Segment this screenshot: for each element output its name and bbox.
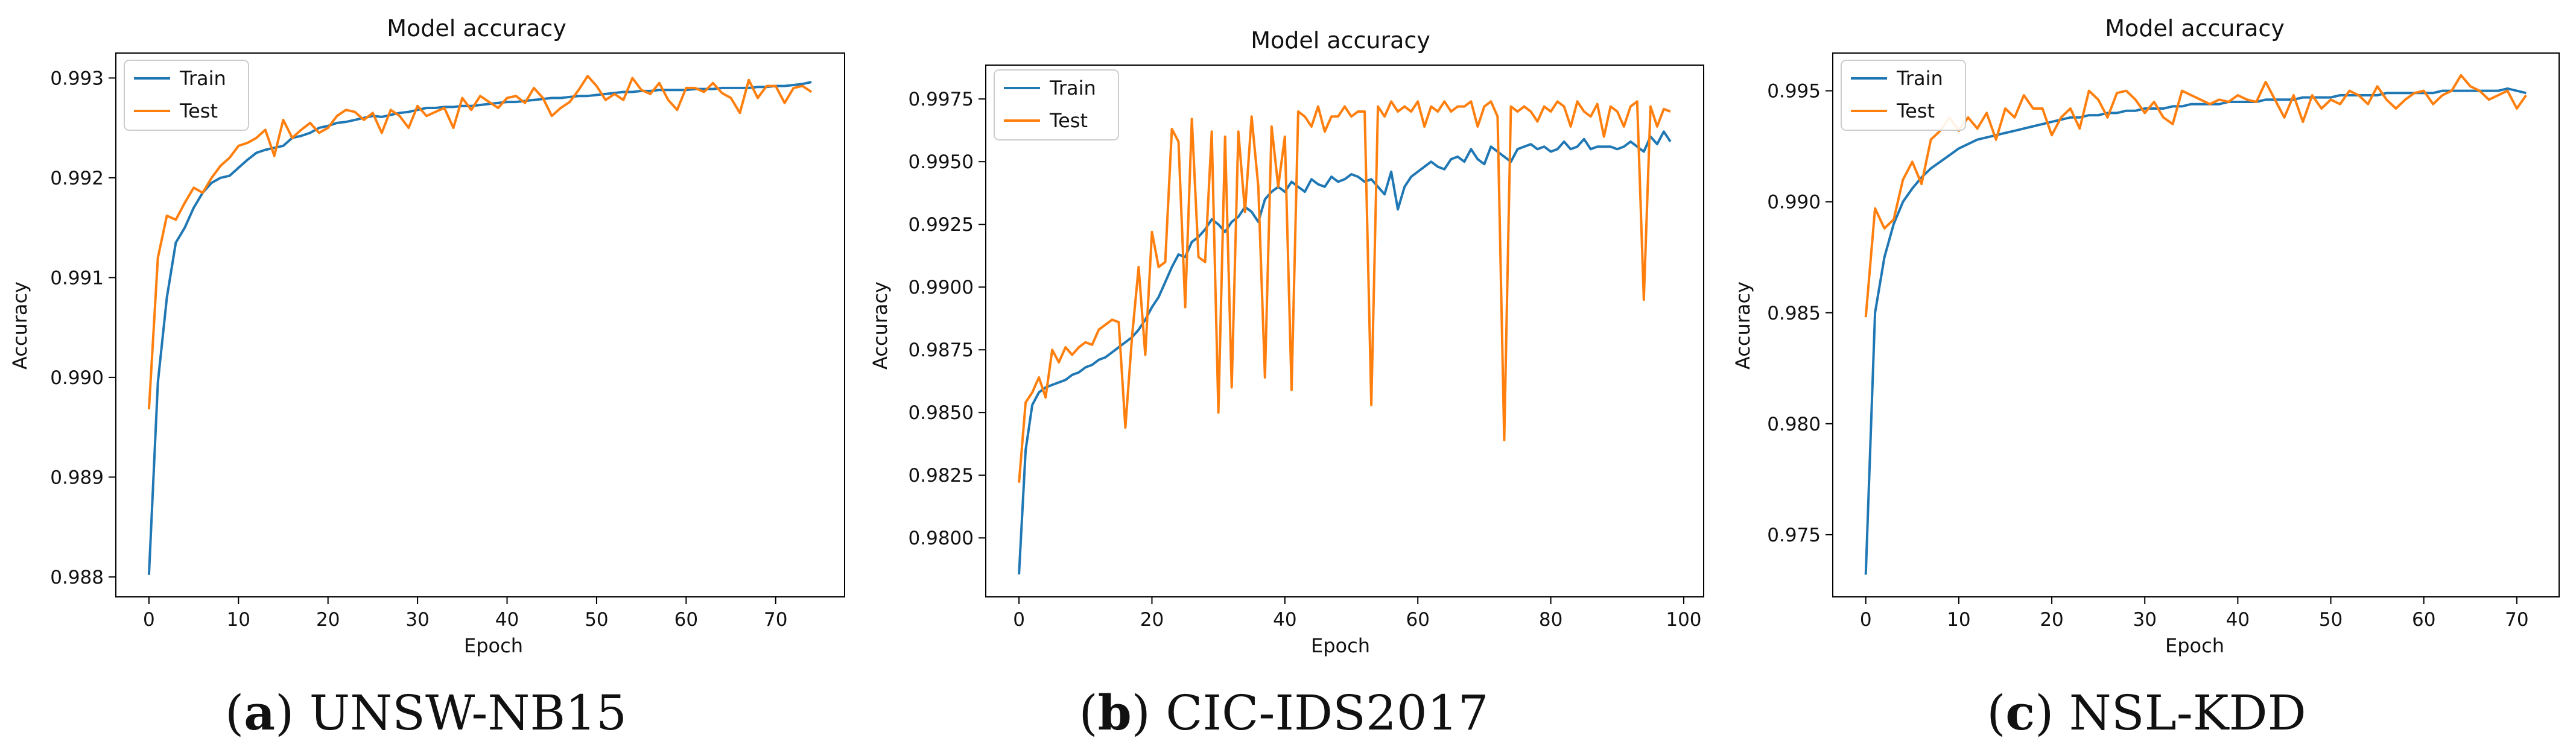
- plot-frame: [985, 65, 1704, 597]
- series-line-train: [147, 81, 812, 575]
- legend: Train Test: [124, 60, 249, 131]
- y-tick-label: 0.9875: [909, 339, 974, 361]
- legend: Train Test: [994, 69, 1119, 140]
- y-ticks: 0.975 0.980 0.985 0.990 0.995: [1767, 81, 1833, 546]
- x-tick-label: 60: [2412, 609, 2435, 631]
- chart-title: Model accuracy: [1251, 27, 1430, 54]
- legend-test-label: Test: [179, 99, 218, 122]
- chart-title: Model accuracy: [2105, 15, 2285, 42]
- y-tick-label: 0.993: [50, 68, 104, 89]
- x-tick-label: 60: [674, 609, 698, 631]
- y-axis-label: Accuracy: [1731, 282, 1754, 370]
- x-tick-label: 60: [1406, 609, 1429, 631]
- x-ticks: 0 10 20 30 40 50 60 70: [143, 597, 787, 631]
- x-tick-label: 20: [1140, 609, 1164, 631]
- y-tick-label: 0.9950: [909, 151, 974, 173]
- chart-panel-b: Model accuracy Epoch Accuracy 0 20 40 60 80 1…: [869, 27, 1704, 741]
- x-tick-label: 40: [1273, 609, 1296, 631]
- y-axis-label: Accuracy: [869, 282, 892, 370]
- y-ticks: 0.9800 0.9825 0.9850 0.9875 0.9900 0.9925 0.99…: [909, 89, 986, 549]
- y-tick-label: 0.9925: [909, 214, 974, 236]
- y-tick-label: 0.989: [50, 467, 104, 488]
- y-axis-label: Accuracy: [8, 282, 31, 370]
- x-tick-label: 40: [2226, 609, 2250, 631]
- legend-train-label: Train: [1896, 67, 1943, 90]
- y-tick-label: 0.980: [1767, 414, 1821, 435]
- panel-caption: (c) NSL-KDD: [1987, 684, 2306, 741]
- y-tick-label: 0.991: [50, 267, 104, 289]
- y-tick-label: 0.975: [1767, 525, 1821, 546]
- caption-letter: b: [1098, 684, 1132, 741]
- x-tick-label: 30: [2133, 609, 2156, 631]
- x-axis-label: Epoch: [1311, 634, 1370, 657]
- y-tick-label: 0.990: [50, 367, 104, 389]
- series-line-train: [1864, 87, 2527, 575]
- plot-frame: [1832, 52, 2560, 597]
- x-tick-label: 0: [143, 609, 155, 631]
- chart-panel-a: Model accuracy Epoch Accuracy 0 10 20 30 40 5…: [8, 15, 845, 741]
- x-tick-label: 0: [1013, 609, 1025, 631]
- caption-text: UNSW-NB15: [309, 685, 627, 741]
- caption-letter: a: [244, 684, 275, 741]
- x-ticks: 0 10 20 30 40 50 60 70: [1860, 597, 2529, 631]
- caption-letter: c: [2005, 684, 2035, 741]
- y-tick-label: 0.990: [1767, 192, 1821, 213]
- x-tick-label: 10: [227, 609, 250, 631]
- series-line-test: [1864, 74, 2527, 318]
- series-layer: [147, 75, 813, 575]
- series-line-train: [1018, 130, 1672, 575]
- x-tick-label: 10: [1947, 609, 1970, 631]
- x-tick-label: 50: [585, 609, 608, 631]
- y-tick-label: 0.9975: [909, 89, 974, 110]
- x-tick-label: 20: [2040, 609, 2063, 631]
- y-tick-label: 0.988: [50, 567, 104, 588]
- y-tick-label: 0.9800: [909, 528, 974, 549]
- legend-train-label: Train: [1049, 77, 1096, 99]
- x-tick-label: 30: [405, 609, 429, 631]
- plot-frame: [115, 52, 845, 597]
- series-line-test: [1018, 100, 1671, 483]
- legend-train-label: Train: [179, 67, 226, 90]
- chart-title: Model accuracy: [387, 15, 566, 42]
- y-tick-label: 0.995: [1767, 81, 1821, 102]
- x-tick-label: 70: [2505, 609, 2528, 631]
- x-tick-label: 80: [1539, 609, 1562, 631]
- legend-test-label: Test: [1896, 99, 1935, 122]
- caption-text: NSL-KDD: [2069, 685, 2306, 741]
- y-tick-label: 0.9900: [909, 277, 974, 298]
- y-tick-label: 0.9850: [909, 402, 974, 424]
- x-axis-label: Epoch: [464, 634, 523, 657]
- series-line-test: [147, 75, 813, 410]
- legend: Train Test: [1841, 60, 1966, 131]
- x-ticks: 0 20 40 60 80 100: [1013, 597, 1702, 631]
- y-tick-label: 0.985: [1767, 303, 1821, 324]
- x-tick-label: 20: [316, 609, 340, 631]
- legend-test-label: Test: [1049, 109, 1088, 132]
- series-layer: [1864, 74, 2527, 575]
- x-tick-label: 40: [495, 609, 519, 631]
- y-ticks: 0.988 0.989 0.990 0.991 0.992 0.993: [50, 68, 116, 588]
- x-tick-label: 100: [1666, 609, 1701, 631]
- caption-text: CIC-IDS2017: [1166, 685, 1488, 741]
- x-axis-label: Epoch: [2165, 634, 2224, 657]
- y-tick-label: 0.9825: [909, 465, 974, 487]
- x-tick-label: 70: [764, 609, 787, 631]
- x-tick-label: 50: [2319, 609, 2343, 631]
- series-layer: [1018, 100, 1672, 575]
- chart-panel-c: Model accuracy Epoch Accuracy 0 10 20 30 40 5…: [1731, 15, 2560, 741]
- panel-caption: (b) CIC-IDS2017: [1079, 684, 1489, 741]
- panel-caption: (a) UNSW-NB15: [225, 684, 627, 741]
- x-tick-label: 0: [1860, 609, 1872, 631]
- y-tick-label: 0.992: [50, 168, 104, 189]
